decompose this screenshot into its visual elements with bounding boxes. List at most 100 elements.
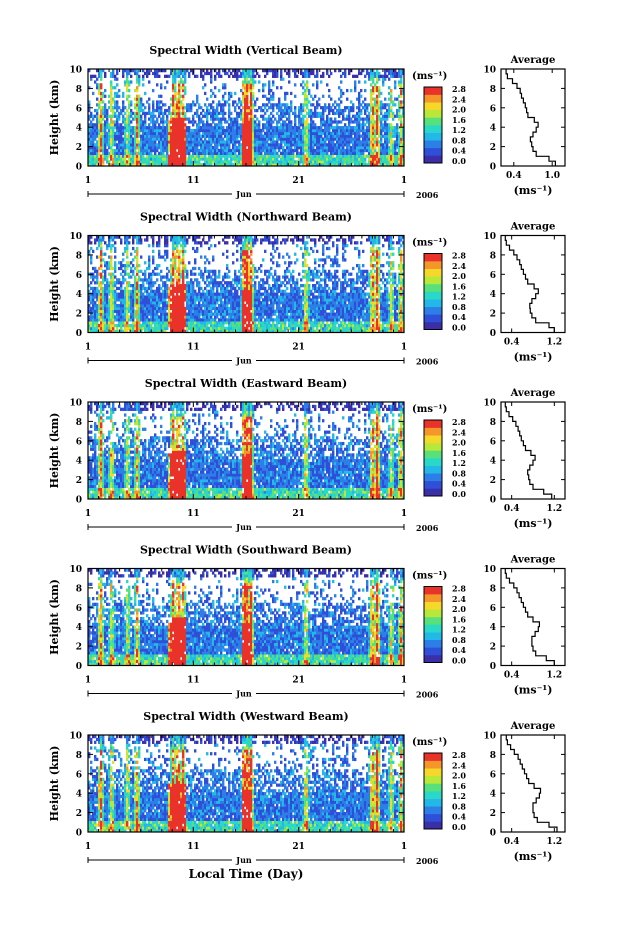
profile-x-tick-label: 1.0 (544, 171, 560, 181)
y-tick-label: 6 (76, 604, 82, 614)
y-axis-label: Height (km) (48, 413, 61, 489)
year-label: 2006 (416, 190, 439, 200)
colorbar-tick-label: 2.8 (452, 251, 466, 261)
month-label: Jun (235, 189, 252, 199)
x-tick-label: 11 (187, 676, 200, 686)
colorbar-tick-label: 2.4 (452, 760, 466, 770)
colorbar-swatch (424, 299, 442, 307)
colorbar-swatch (424, 473, 442, 481)
colorbar-tick-label: 0.8 (452, 468, 466, 478)
colorbar-swatch (424, 791, 442, 799)
x-tick-label: 11 (187, 842, 200, 852)
colorbar-tick-label: 2.8 (452, 584, 466, 594)
colorbar-swatch (424, 587, 442, 595)
heatmap-cells (88, 735, 404, 832)
profile-x-tick-label: 0.4 (504, 504, 520, 514)
colorbar-tick-label: 1.2 (452, 292, 466, 302)
colorbar-tick-label: 0.4 (452, 812, 466, 822)
colorbar-tick-label: 2.0 (452, 271, 466, 281)
colorbar-tick-label: 2.0 (452, 604, 466, 614)
y-tick-label: 0 (76, 496, 82, 506)
x-tick-label: 1 (401, 842, 407, 852)
panel-title: Spectral Width (Southward Beam) (140, 544, 352, 557)
profile-unit: (ms⁻¹) (514, 684, 553, 697)
colorbar-tick-label: 1.6 (452, 281, 466, 291)
profile-y-tick-label: 6 (490, 104, 496, 114)
colorbar-tick-label: 0.8 (452, 135, 466, 145)
y-tick-label: 6 (76, 104, 82, 114)
profile-title: Average (510, 388, 556, 399)
colorbar-tick-label: 0.0 (452, 822, 466, 832)
colorbar-tick-label: 0.0 (452, 323, 466, 333)
y-tick-label: 4 (76, 290, 82, 300)
profile-y-tick-label: 2 (490, 143, 496, 153)
colorbar-tick-label: 0.4 (452, 146, 466, 156)
y-tick-label: 6 (76, 437, 82, 447)
colorbar-swatch (424, 609, 442, 617)
colorbar-swatch (424, 655, 442, 663)
colorbar-swatch (424, 443, 442, 451)
profile-y-tick-label: 10 (483, 232, 496, 242)
colorbar-unit: (ms⁻¹) (412, 571, 447, 582)
profile-y-tick-label: 0 (490, 662, 496, 672)
colorbar-tick-label: 0.8 (452, 635, 466, 645)
panel-title: Spectral Width (Northward Beam) (140, 211, 352, 224)
year-label: 2006 (416, 357, 439, 367)
colorbar: 0.00.40.81.21.62.02.42.8 (424, 417, 466, 499)
colorbar-tick-label: 1.2 (452, 791, 466, 801)
panel-title: Spectral Width (Westward Beam) (143, 710, 348, 723)
profile-y-tick-label: 0 (490, 496, 496, 506)
x-tick-label: 21 (292, 343, 305, 353)
x-axis-label: Local Time (Day) (189, 867, 304, 881)
colorbar-swatch (424, 768, 442, 776)
profile-x-tick-label: 0.4 (504, 338, 520, 348)
profile-y-tick-label: 10 (483, 732, 496, 742)
colorbar-swatch (424, 261, 442, 269)
x-tick-label: 1 (85, 176, 91, 186)
colorbar-swatch (424, 481, 442, 489)
colorbar-tick-label: 2.4 (452, 427, 466, 437)
colorbar-swatch (424, 110, 442, 118)
profile-unit: (ms⁻¹) (514, 517, 553, 530)
colorbar-tick-label: 0.8 (452, 801, 466, 811)
y-tick-label: 8 (76, 418, 82, 428)
colorbar-swatch (424, 155, 442, 163)
y-tick-label: 4 (76, 623, 82, 633)
y-tick-label: 4 (76, 457, 82, 467)
x-tick-label: 1 (401, 509, 407, 519)
profile-y-tick-label: 8 (490, 751, 496, 761)
colorbar-swatch (424, 276, 442, 284)
profile-y-tick-label: 8 (490, 584, 496, 594)
profile-y-tick-label: 2 (490, 643, 496, 653)
x-tick-label: 11 (187, 509, 200, 519)
profile-y-tick-label: 0 (490, 329, 496, 339)
colorbar-tick-label: 0.0 (452, 489, 466, 499)
colorbar-tick-label: 0.8 (452, 302, 466, 312)
profile-x-tick-label: 1.2 (546, 671, 562, 681)
colorbar-swatch (424, 450, 442, 458)
y-tick-label: 2 (76, 643, 82, 653)
heatmap-cells (88, 236, 404, 333)
profile-y-tick-label: 10 (483, 565, 496, 575)
profile-unit: (ms⁻¹) (514, 184, 553, 197)
y-tick-label: 10 (69, 399, 82, 409)
colorbar-swatch (424, 821, 442, 829)
colorbar-tick-label: 0.0 (452, 656, 466, 666)
colorbar-unit: (ms⁻¹) (412, 737, 447, 748)
colorbar-tick-label: 2.8 (452, 750, 466, 760)
profile-y-tick-label: 6 (490, 271, 496, 281)
colorbar-tick-label: 2.0 (452, 771, 466, 781)
y-tick-label: 2 (76, 809, 82, 819)
colorbar: 0.00.40.81.21.62.02.42.8 (424, 84, 466, 166)
colorbar-tick-label: 1.2 (452, 125, 466, 135)
colorbar-swatch (424, 488, 442, 496)
x-tick-label: 1 (401, 676, 407, 686)
profile-y-tick-label: 4 (490, 290, 496, 300)
x-tick-label: 1 (85, 343, 91, 353)
x-tick-label: 21 (292, 842, 305, 852)
colorbar-swatch (424, 799, 442, 807)
profile-y-tick-label: 2 (490, 809, 496, 819)
